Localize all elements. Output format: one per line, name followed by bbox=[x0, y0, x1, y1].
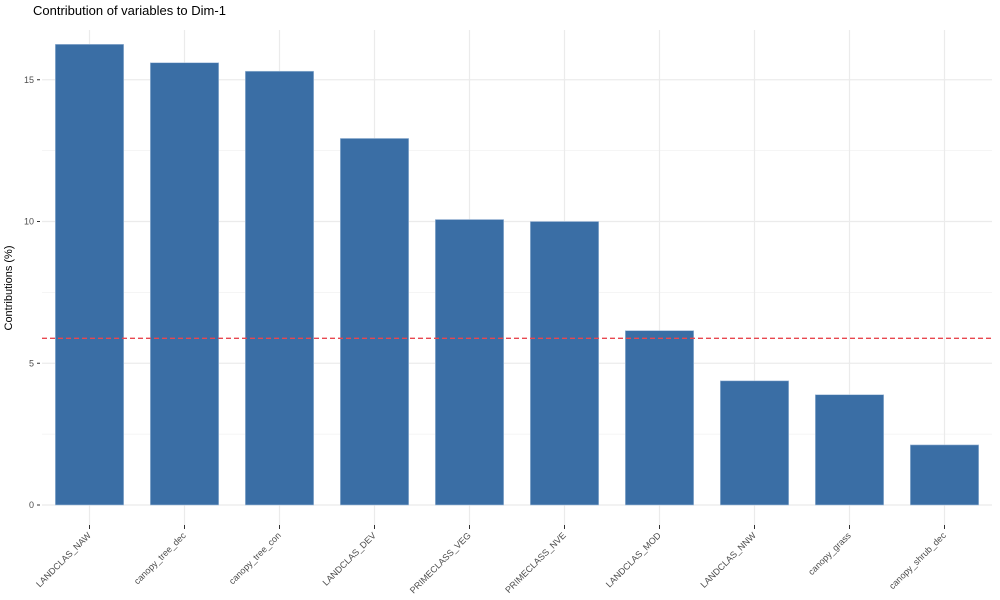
x-tick-label: LANDCLAS_NAW bbox=[34, 530, 93, 589]
x-tick-label: LANDCLAS_MOD bbox=[604, 530, 663, 589]
bar-landclas-dev bbox=[339, 138, 409, 506]
x-tick-label: canopy_shrub_dec bbox=[887, 530, 948, 591]
bar-landclas-nnw bbox=[719, 380, 789, 506]
y-tick-label: 0 bbox=[29, 500, 34, 510]
x-tick-label: canopy_tree_dec bbox=[132, 530, 188, 586]
y-tick-label: 10 bbox=[24, 217, 34, 227]
bar-primeclass-veg bbox=[434, 219, 504, 506]
bar-canopy-shrub-dec bbox=[909, 444, 979, 506]
x-tick-label: PRIMECLASS_NVE bbox=[503, 530, 568, 595]
bar-primeclass-nve bbox=[529, 221, 599, 506]
bar-canopy-tree-dec bbox=[150, 62, 220, 506]
x-tick-label: LANDCLAS_DEV bbox=[321, 530, 378, 587]
bar-canopy-grass bbox=[814, 394, 884, 506]
bar-canopy-tree-con bbox=[245, 70, 315, 506]
y-tick-label: 15 bbox=[24, 75, 34, 85]
x-tick-label: LANDCLAS_NNW bbox=[698, 530, 758, 590]
x-tick-label: canopy_grass bbox=[806, 530, 853, 577]
chart-title: Contribution of variables to Dim-1 bbox=[33, 3, 226, 18]
x-tick-label: canopy_tree_con bbox=[227, 530, 283, 586]
bar-landclas-naw bbox=[54, 44, 125, 506]
y-tick-label: 5 bbox=[29, 358, 34, 368]
bar-landclas-mod bbox=[624, 330, 694, 506]
x-tick-label: PRIMECLASS_VEG bbox=[408, 530, 473, 595]
